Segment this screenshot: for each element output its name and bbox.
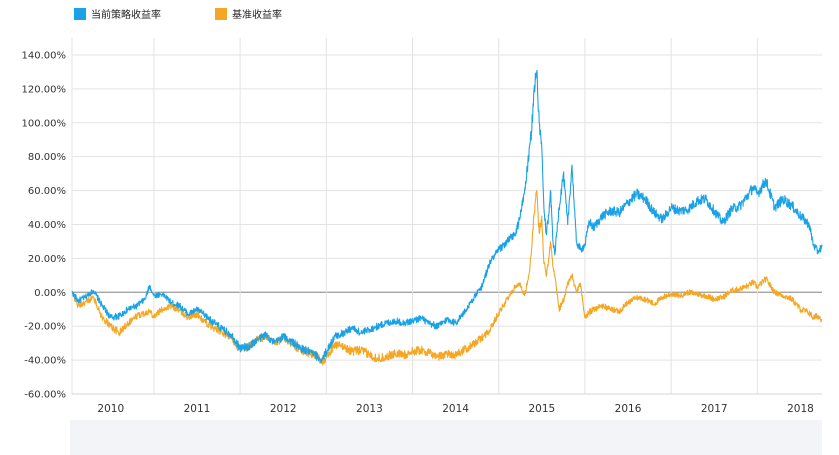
- legend-label-benchmark: 基准收益率: [232, 10, 282, 21]
- y-tick-label: 60.00%: [28, 186, 66, 197]
- series-line-strategy: [71, 69, 823, 364]
- x-tick-label: 2011: [184, 403, 211, 415]
- legend-swatch-strategy: [74, 7, 86, 20]
- y-tick-label: -40.00%: [24, 356, 66, 367]
- navigator-band: [70, 420, 822, 455]
- y-tick-label: 80.00%: [28, 152, 66, 163]
- y-tick-label: 120.00%: [22, 84, 67, 95]
- legend-swatch-benchmark: [215, 7, 227, 20]
- legend-label-strategy: 当前策略收益率: [91, 10, 161, 21]
- y-tick-label: 40.00%: [28, 220, 66, 231]
- y-tick-label: 0.00%: [34, 288, 66, 299]
- x-tick-label: 2014: [442, 403, 469, 415]
- y-tick-label: 140.00%: [22, 50, 67, 61]
- x-tick-label: 2010: [97, 403, 124, 415]
- x-tick-label: 2018: [787, 403, 814, 415]
- series-line-benchmark: [71, 190, 823, 366]
- x-tick-label: 2017: [701, 403, 728, 415]
- legend-item-strategy[interactable]: 当前策略收益率: [74, 6, 161, 21]
- legend-item-benchmark[interactable]: 基准收益率: [215, 6, 282, 21]
- x-tick-label: 2013: [356, 403, 383, 415]
- x-tick-label: 2012: [270, 403, 297, 415]
- y-tick-label: -60.00%: [24, 390, 66, 401]
- x-tick-label: 2015: [528, 403, 555, 415]
- legend: 当前策略收益率 基准收益率: [74, 6, 282, 21]
- y-tick-label: -20.00%: [24, 322, 66, 333]
- x-tick-label: 2016: [615, 403, 642, 415]
- y-tick-label: 20.00%: [28, 254, 66, 265]
- y-tick-label: 100.00%: [22, 118, 67, 129]
